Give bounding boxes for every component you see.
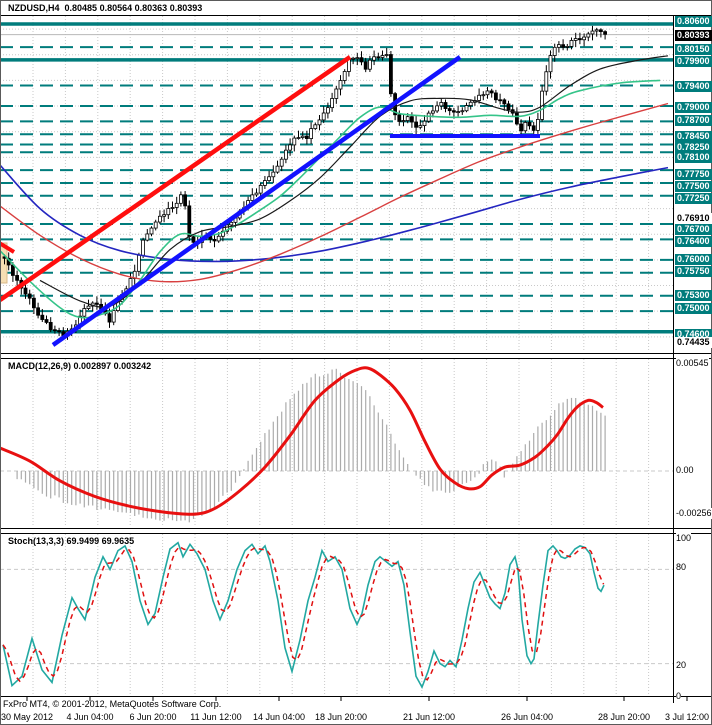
price-label-0.77500: 0.77500 (675, 181, 712, 192)
time-label: 4 Jun 04:00 (66, 712, 114, 722)
time-label: 18 Jun 20:00 (314, 712, 368, 722)
indicator-scale-label: 0.00 (676, 465, 694, 476)
price-label-0.78250: 0.78250 (675, 142, 712, 153)
price-label-0.80393: 0.80393 (675, 30, 712, 41)
macd-label: MACD(12,26,9) (8, 361, 72, 371)
chart-title: NZDUSD,H4 0.80485 0.80564 0.80363 0.8039… (8, 3, 202, 13)
copyright-text: FxPro MT4, © 2001-2012, MetaQuotes Softw… (3, 699, 222, 709)
price-label-0.78700: 0.78700 (675, 115, 712, 126)
price-label-0.79400: 0.79400 (675, 81, 712, 92)
indicator-scale-label: 20 (676, 660, 687, 671)
price-label-0.74435: 0.74435 (675, 337, 712, 348)
indicator-scale-label: 100 (676, 533, 692, 544)
price-label-0.76910: 0.76910 (675, 213, 712, 224)
macd-value-main: 0.002897 (73, 361, 112, 371)
stoch-value-k: 69.9499 (66, 536, 100, 546)
indicator-scale-label: 0.00545 (676, 358, 709, 369)
price-label-0.77250: 0.77250 (675, 193, 712, 204)
stoch-value-d: 69.9635 (101, 536, 135, 546)
ohlc-high: 0.80564 (99, 3, 133, 13)
price-label-0.74600: 0.74600 (675, 329, 712, 340)
time-label: 30 May 2012 (0, 712, 54, 722)
price-label-0.80150: 0.80150 (675, 44, 712, 55)
time-label: 21 Jun 12:00 (402, 712, 456, 722)
price-label-0.76400: 0.76400 (675, 236, 712, 247)
price-label-0.76700: 0.76700 (675, 224, 712, 235)
price-label-0.79000: 0.79000 (675, 102, 712, 113)
price-label-0.78100: 0.78100 (675, 152, 712, 163)
macd-title: MACD(12,26,9) 0.002897 0.003242 (8, 361, 151, 371)
price-label-0.80600: 0.80600 (675, 16, 712, 27)
indicator-scale-label: -0.00256 (676, 508, 712, 519)
stoch-label: Stoch(13,3,3) (8, 536, 65, 546)
indicator-scale-label: 80 (676, 562, 687, 573)
ohlc-open: 0.80485 (64, 3, 98, 13)
time-label: 3 Jul 12:00 (664, 712, 710, 722)
price-label-0.77750: 0.77750 (675, 169, 712, 180)
price-label-0.75300: 0.75300 (675, 290, 712, 301)
price-label-0.76000: 0.76000 (675, 254, 712, 265)
time-label: 28 Jun 20:00 (597, 712, 651, 722)
macd-value-signal: 0.003242 (113, 361, 152, 371)
ohlc-close: 0.80393 (169, 3, 203, 13)
price-label-0.75750: 0.75750 (675, 266, 712, 277)
price-label-0.75000: 0.75000 (675, 303, 712, 314)
indicator-scale-label: 0 (676, 691, 682, 702)
time-label: 14 Jun 04:00 (252, 712, 306, 722)
time-label: 6 Jun 20:00 (129, 712, 177, 722)
stoch-title: Stoch(13,3,3) 69.9499 69.9635 (8, 536, 134, 546)
ohlc-low: 0.80363 (134, 3, 168, 13)
price-label-0.78450: 0.78450 (675, 131, 712, 142)
symbol-timeframe: NZDUSD,H4 (8, 3, 60, 13)
time-label: 11 Jun 12:00 (190, 712, 242, 722)
time-label: 26 Jun 04:00 (500, 712, 554, 722)
price-label-0.79900: 0.79900 (675, 56, 712, 67)
